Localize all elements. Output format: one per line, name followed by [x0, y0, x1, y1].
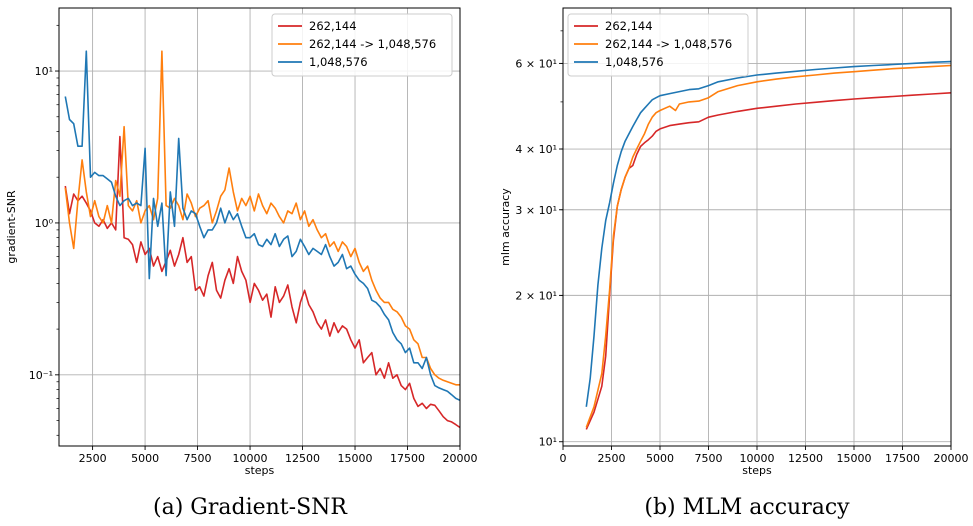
y-tick-label: 10¹: [35, 65, 53, 78]
x-tick-label: 7500: [184, 452, 212, 465]
y-tick-label: 4 × 10¹: [515, 143, 557, 156]
legend: 262,144 262,144 -> 1,048,576 1,048,576: [567, 13, 749, 77]
x-tick-label: 20000: [443, 452, 478, 465]
legend: 262,144 262,144 -> 1,048,576 1,048,576: [271, 13, 453, 77]
mlm-accuracy-chart: 0 2500 5000 7500 10000 12500 15000 17500 20000 10…: [499, 7, 969, 520]
y-tick-label: 3 × 10¹: [515, 204, 557, 217]
x-tick-label: 15000: [338, 452, 373, 465]
x-tick-label: 0: [560, 452, 567, 465]
x-tick-label: 17500: [390, 452, 425, 465]
series-line: [64, 135, 461, 429]
x-tick-label: 20000: [934, 452, 969, 465]
plot-frame: [58, 7, 461, 447]
x-tick-label: 5000: [131, 452, 159, 465]
legend-label: 1,048,576: [605, 55, 664, 69]
chart-caption: (a) Gradient-SNR: [153, 495, 348, 520]
x-tick-label: 7500: [695, 452, 723, 465]
legend-label: 262,144 -> 1,048,576: [605, 37, 732, 51]
x-tick-label: 2500: [598, 452, 626, 465]
x-tick-label: 12500: [788, 452, 823, 465]
gradient-snr-chart: 2500 5000 7500 10000 12500 15000 17500 20000 10⁻…: [5, 7, 478, 520]
series-line: [585, 60, 952, 407]
legend-label: 262,144 -> 1,048,576: [309, 37, 436, 51]
x-axis-label: steps: [245, 464, 275, 477]
chart-caption: (b) MLM accuracy: [644, 495, 850, 520]
x-tick-label: 10000: [233, 452, 268, 465]
legend-label: 262,144: [605, 19, 653, 33]
x-tick-label: 12500: [285, 452, 320, 465]
y-tick-label: 10¹: [539, 436, 557, 449]
y-axis-label: mlm accuracy: [499, 188, 512, 266]
series-line: [585, 64, 952, 428]
y-axis-label: gradient-SNR: [5, 190, 18, 264]
x-axis-label: steps: [742, 464, 772, 477]
y-tick-label: 10⁰: [35, 217, 54, 230]
series-line: [64, 50, 460, 386]
legend-label: 1,048,576: [309, 55, 368, 69]
x-tick-label: 2500: [79, 452, 107, 465]
legend-box: [271, 13, 453, 77]
x-tick-label: 10000: [740, 452, 775, 465]
y-tick-label: 6 × 10¹: [515, 57, 557, 70]
legend-label: 262,144: [309, 19, 357, 33]
y-tick-label: 2 × 10¹: [515, 289, 557, 302]
x-tick-label: 17500: [885, 452, 920, 465]
y-tick-label: 10⁻¹: [29, 369, 53, 382]
x-tick-label: 5000: [646, 452, 674, 465]
x-tick-label: 15000: [837, 452, 872, 465]
legend-box: [567, 13, 749, 77]
series-line: [585, 92, 952, 430]
series-line: [64, 50, 461, 402]
